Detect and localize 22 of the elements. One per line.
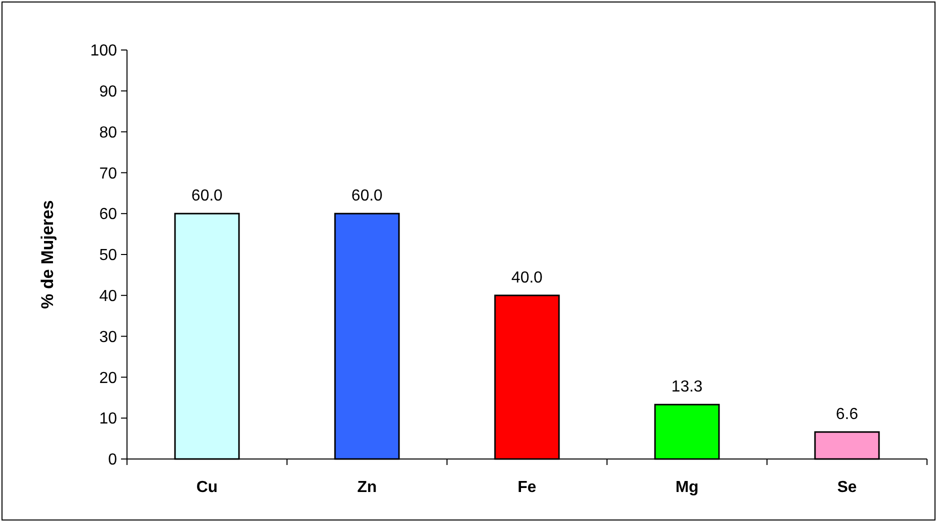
x-tick-label: Mg bbox=[675, 479, 699, 496]
data-label: 13.3 bbox=[671, 378, 703, 396]
y-tick-label: 10 bbox=[99, 410, 118, 428]
data-label: 6.6 bbox=[836, 406, 858, 424]
y-tick-label: 20 bbox=[99, 370, 118, 387]
data-label: 40.0 bbox=[511, 269, 543, 286]
data-label: 60.0 bbox=[191, 188, 223, 205]
y-tick-label: 60 bbox=[99, 206, 118, 224]
y-tick-label: 80 bbox=[99, 124, 118, 142]
x-tick-label: Se bbox=[837, 479, 857, 496]
y-tick-label: 50 bbox=[99, 247, 118, 264]
y-axis-title: % de Mujeres bbox=[38, 200, 57, 309]
y-tick-label: 0 bbox=[108, 452, 118, 469]
data-label: 60.0 bbox=[351, 188, 383, 205]
x-tick-label: Fe bbox=[518, 479, 536, 496]
y-tick-label: 70 bbox=[99, 165, 118, 182]
y-tick-label: 100 bbox=[90, 42, 118, 60]
x-tick-label: Cu bbox=[196, 479, 218, 496]
y-tick-label: 90 bbox=[99, 84, 118, 100]
x-tick-label: Zn bbox=[357, 479, 377, 496]
y-tick-label: 30 bbox=[99, 328, 118, 346]
y-tick-label: 40 bbox=[99, 288, 118, 305]
